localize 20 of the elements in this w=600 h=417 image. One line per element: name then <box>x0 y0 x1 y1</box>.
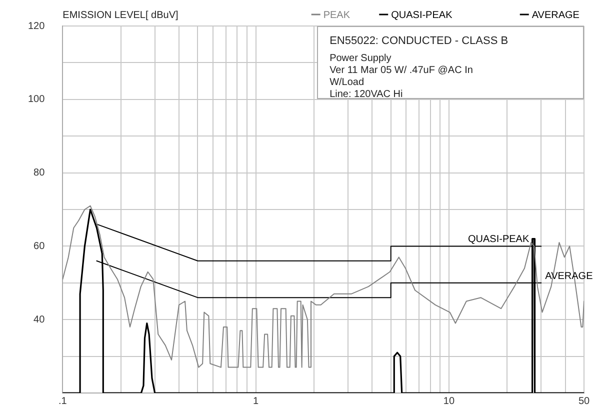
x-tick-label: 10 <box>443 396 455 407</box>
y-tick-label: 60 <box>34 240 46 252</box>
text: AVERAGE <box>545 270 593 282</box>
annotation: Power Supply <box>330 53 392 65</box>
chart-title: EN55022: CONDUCTED - CLASS B <box>330 35 508 47</box>
y-tick-label: 40 <box>34 314 46 326</box>
y-tick-label: 100 <box>28 94 46 106</box>
y-axis-title: EMISSION LEVEL[ dBuV] <box>62 10 179 21</box>
annotation: W/Load <box>330 77 366 89</box>
y-tick-label: 120 <box>28 20 46 32</box>
annotation: Line: 120VAC Hi <box>330 89 404 101</box>
legend-label: AVERAGE <box>532 10 580 21</box>
annotation: Ver 11 Mar 05 W/ .47uF @AC In <box>330 65 474 77</box>
x-tick-label: 1 <box>253 396 260 407</box>
y-tick-label: 80 <box>34 168 46 179</box>
legend-label: QUASI-PEAK <box>391 10 453 21</box>
x-tick-label: .1 <box>58 396 68 407</box>
text: QUASI-PEAK <box>468 234 530 246</box>
x-tick-label: 50 <box>578 396 590 407</box>
legend-label: PEAK <box>323 10 350 21</box>
